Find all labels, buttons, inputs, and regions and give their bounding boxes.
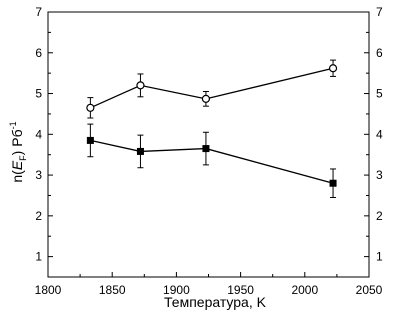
x-tick-label: 2050 xyxy=(356,283,383,297)
y-axis-title-mid: ) Рб xyxy=(9,129,25,155)
y-tick-label-left: 3 xyxy=(35,168,42,182)
y-tick-label-left: 5 xyxy=(35,87,42,101)
y-tick-label-right: 5 xyxy=(376,87,383,101)
x-tick-label: 2000 xyxy=(291,283,318,297)
y-tick-label-left: 4 xyxy=(35,127,42,141)
axes: 1800 1850 1900 1950 2000 2050 1 2 3 4 5 6 7 1 2 3 4 5 6 7 xyxy=(35,5,383,297)
series-2-point xyxy=(329,179,337,187)
series-1-point xyxy=(86,103,95,112)
series-2-line xyxy=(90,139,334,184)
y-tick-label-right: 4 xyxy=(376,127,383,141)
y-tick-label-right: 2 xyxy=(376,209,383,223)
x-tick-label: 1950 xyxy=(227,283,254,297)
series-1-point xyxy=(201,94,211,103)
y-tick-label-left: 6 xyxy=(35,46,42,60)
series-2-point xyxy=(202,145,210,153)
y-axis-title-sub: F xyxy=(18,155,28,161)
series-layer xyxy=(86,59,338,198)
series-2-point xyxy=(86,136,94,144)
y-tick-label-right: 6 xyxy=(376,46,383,60)
y-axis-title-sup: -1 xyxy=(8,121,18,129)
plot-frame xyxy=(47,11,370,278)
y-axis-title-prefix: n( xyxy=(9,170,25,183)
y-tick-label-left: 2 xyxy=(35,209,42,223)
series-1-point xyxy=(328,64,338,73)
y-tick-label-left: 7 xyxy=(35,5,42,19)
x-tick-label: 1900 xyxy=(163,283,190,297)
series-1-point xyxy=(136,81,145,90)
x-tick-label: 1800 xyxy=(35,283,62,297)
x-tick-label: 1850 xyxy=(99,283,126,297)
series-1-line xyxy=(90,67,334,109)
y-tick-label-left: 1 xyxy=(35,250,42,264)
y-axis-title-var: E xyxy=(9,160,25,170)
y-axis-title: n(EF) Рб-1 xyxy=(8,121,28,182)
y-tick-label-right: 7 xyxy=(376,5,383,19)
x-axis-title: Температура, K xyxy=(164,294,267,310)
y-tick-label-right: 3 xyxy=(376,168,383,182)
series-2-point xyxy=(136,147,144,155)
y-tick-label-right: 1 xyxy=(376,250,383,264)
